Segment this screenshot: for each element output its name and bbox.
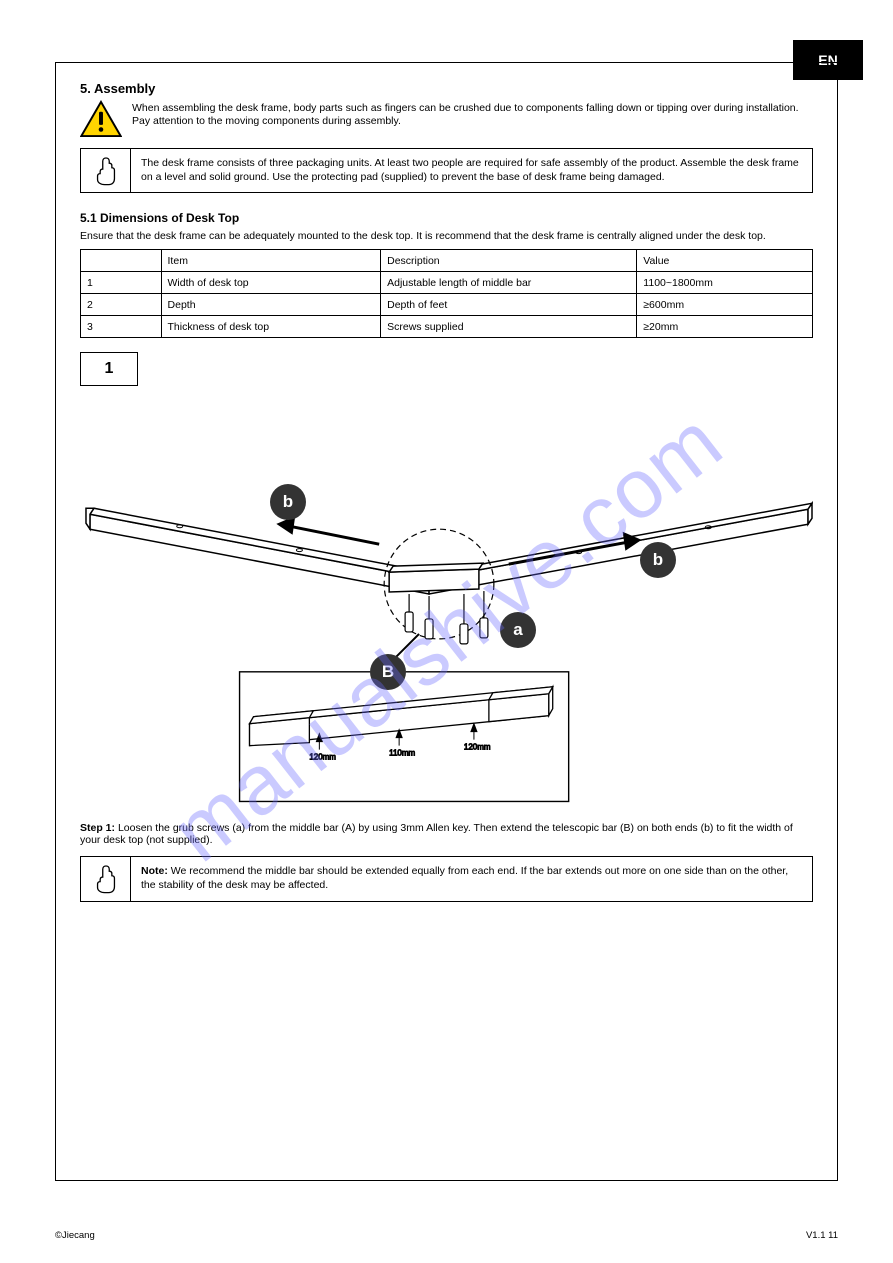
- page-footer: ©Jiecang V1.1 11: [55, 1230, 838, 1241]
- footer-left: ©Jiecang: [55, 1230, 95, 1241]
- step-caption-text: Loosen the grub screws (a) from the midd…: [80, 822, 793, 846]
- diagram-svg: 120mm 110mm 120mm: [80, 394, 813, 814]
- cell: Depth of feet: [381, 294, 637, 316]
- cell: Width of desk top: [161, 272, 381, 294]
- note-text-2: Note: We recommend the middle bar should…: [131, 857, 812, 900]
- page: EN 5. Assembly When assembling the desk …: [0, 0, 893, 1263]
- cell: Adjustable length of middle bar: [381, 272, 637, 294]
- warning-text: When assembling the desk frame, body par…: [132, 100, 813, 128]
- step-caption-lead: Step 1:: [80, 822, 115, 834]
- content-frame: 5. Assembly When assembling the desk fra…: [55, 62, 838, 1181]
- inset-dim-2: 110mm: [389, 749, 415, 758]
- cell: ≥600mm: [637, 294, 813, 316]
- note-icon-cell: [81, 149, 131, 192]
- dimensions-table: Item Description Value 1 Width of desk t…: [80, 249, 813, 338]
- note-2-body: We recommend the middle bar should be ex…: [141, 865, 788, 891]
- assembly-diagram: 120mm 110mm 120mm b b a B: [80, 394, 813, 814]
- cell: 2: [81, 294, 162, 316]
- col-desc: Description: [381, 250, 637, 272]
- inset-dim-1: 120mm: [309, 753, 336, 762]
- step-number-box: 1: [80, 352, 138, 386]
- cell: 3: [81, 316, 162, 338]
- cell: 1: [81, 272, 162, 294]
- table-row: 2 Depth Depth of feet ≥600mm: [81, 294, 813, 316]
- cell: Depth: [161, 294, 381, 316]
- note-box-2: Note: We recommend the middle bar should…: [80, 856, 813, 901]
- col-num: [81, 250, 162, 272]
- warning-icon: [80, 100, 122, 138]
- table-row: 3 Thickness of desk top Screws supplied …: [81, 316, 813, 338]
- step-caption: Step 1: Loosen the grub screws (a) from …: [80, 822, 813, 846]
- cell: Screws supplied: [381, 316, 637, 338]
- cell: 1100~1800mm: [637, 272, 813, 294]
- pointing-finger-icon: [93, 156, 119, 186]
- note-box-1: The desk frame consists of three packagi…: [80, 148, 813, 193]
- note-2-lead: Note:: [141, 865, 168, 877]
- col-value: Value: [637, 250, 813, 272]
- note-icon-cell-2: [81, 857, 131, 900]
- table-row: Item Description Value: [81, 250, 813, 272]
- col-item: Item: [161, 250, 381, 272]
- section-heading-dimensions: 5.1 Dimensions of Desk Top: [80, 211, 813, 225]
- pointing-finger-icon: [93, 864, 119, 894]
- note-text-1: The desk frame consists of three packagi…: [131, 149, 812, 192]
- section-heading-assembly: 5. Assembly: [80, 81, 813, 96]
- table-row: 1 Width of desk top Adjustable length of…: [81, 272, 813, 294]
- warning-row: When assembling the desk frame, body par…: [80, 100, 813, 138]
- inset-dim-3: 120mm: [464, 743, 491, 752]
- cell: Thickness of desk top: [161, 316, 381, 338]
- footer-right: V1.1 11: [806, 1230, 838, 1241]
- cell: ≥20mm: [637, 316, 813, 338]
- dimensions-intro: Ensure that the desk frame can be adequa…: [80, 229, 813, 243]
